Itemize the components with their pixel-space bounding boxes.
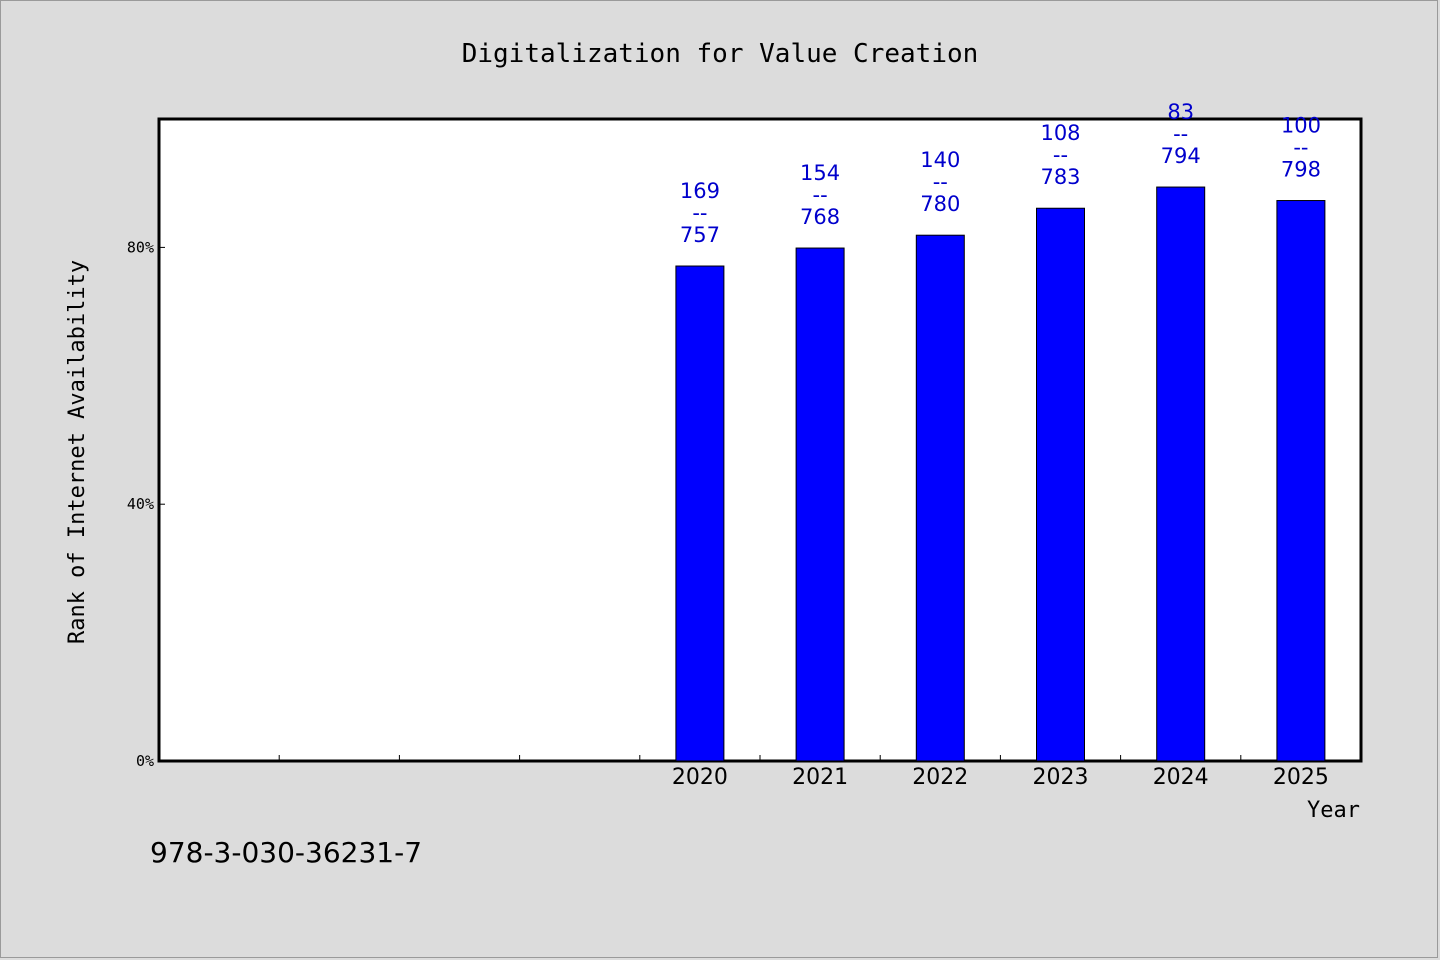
data-label-2022-top: 140 bbox=[920, 148, 960, 172]
bar-2025 bbox=[1276, 200, 1326, 762]
isbn-footnote: 978-3-030-36231-7 bbox=[150, 836, 422, 869]
y-tick-label: 40% bbox=[127, 495, 154, 513]
y-tick-label: 0% bbox=[136, 752, 154, 770]
y-tick-label: 80% bbox=[127, 238, 154, 256]
bars-group bbox=[675, 186, 1326, 762]
data-label-2021-bottom: 768 bbox=[800, 205, 840, 229]
data-label-2020-top: 169 bbox=[680, 179, 720, 203]
data-label-2021-top: 154 bbox=[800, 161, 840, 185]
data-label-2023-sep: -- bbox=[1053, 143, 1068, 167]
x-axis-label: Year bbox=[1307, 798, 1360, 823]
data-label-2022-bottom: 780 bbox=[920, 192, 960, 216]
x-tick-label-2024: 2024 bbox=[1153, 765, 1209, 790]
data-label-2025-sep: -- bbox=[1293, 136, 1308, 160]
x-tick-label-2022: 2022 bbox=[912, 765, 968, 790]
bar-2020 bbox=[675, 265, 725, 762]
x-tick-label-2021: 2021 bbox=[792, 765, 848, 790]
data-labels-group: 169--757154--768140--780108--78383--7941… bbox=[680, 100, 1321, 247]
data-label-2024-sep: -- bbox=[1173, 122, 1188, 146]
data-label-2024-bottom: 794 bbox=[1161, 144, 1201, 168]
x-ticks-group: 2020 2021 2022 2023 2024 2025 bbox=[278, 755, 1329, 790]
data-label-2021-sep: -- bbox=[813, 183, 828, 207]
data-label-2024-top: 83 bbox=[1167, 100, 1194, 124]
bar-2022 bbox=[915, 234, 965, 762]
data-label-2023-top: 108 bbox=[1040, 121, 1080, 145]
data-label-2025-bottom: 798 bbox=[1281, 158, 1321, 182]
x-tick-label-2020: 2020 bbox=[672, 765, 728, 790]
chart-title: Digitalization for Value Creation bbox=[462, 39, 979, 69]
bar-2024 bbox=[1156, 186, 1206, 762]
x-tick-label-2023: 2023 bbox=[1033, 765, 1089, 790]
data-label-2020-sep: -- bbox=[692, 201, 707, 225]
data-label-2020-bottom: 757 bbox=[680, 223, 720, 247]
y-ticks-group: 0% 40% 80% bbox=[127, 238, 165, 770]
data-label-2023-bottom: 783 bbox=[1040, 165, 1080, 189]
data-label-2025-top: 100 bbox=[1281, 114, 1321, 138]
data-label-2022-sep: -- bbox=[933, 170, 948, 194]
bar-2023 bbox=[1036, 207, 1085, 762]
y-axis-label: Rank of Internet Availability bbox=[65, 260, 90, 644]
x-tick-label-2025: 2025 bbox=[1273, 765, 1329, 790]
bar-2021 bbox=[795, 247, 845, 762]
